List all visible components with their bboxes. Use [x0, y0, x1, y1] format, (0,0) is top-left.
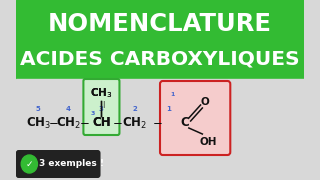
Text: CH: CH — [92, 116, 111, 129]
Text: C: C — [180, 116, 189, 129]
Text: ACIDES CARBOXYLIQUES: ACIDES CARBOXYLIQUES — [20, 50, 300, 69]
Text: CH$_2$: CH$_2$ — [56, 115, 81, 130]
Circle shape — [21, 155, 37, 173]
Text: −: − — [113, 116, 123, 129]
Text: −: − — [152, 116, 162, 129]
Text: 1: 1 — [167, 106, 172, 112]
Text: 4: 4 — [66, 106, 71, 112]
Text: O: O — [201, 97, 209, 107]
Bar — [16, 79, 304, 180]
Text: CH$_3$: CH$_3$ — [26, 115, 51, 130]
Text: 3 exemples !: 3 exemples ! — [39, 159, 104, 168]
Text: CH$_3$: CH$_3$ — [90, 86, 113, 100]
FancyBboxPatch shape — [84, 79, 119, 135]
Text: CH$_2$: CH$_2$ — [122, 115, 147, 130]
Bar — [16, 0, 304, 79]
Text: OH: OH — [200, 137, 217, 147]
Text: |: | — [102, 100, 104, 107]
Text: CH: CH — [92, 116, 111, 129]
Text: ✓: ✓ — [26, 159, 33, 168]
Text: NOMENCLATURE: NOMENCLATURE — [48, 12, 272, 36]
Text: 5: 5 — [36, 106, 41, 112]
Text: −: − — [80, 116, 90, 129]
FancyBboxPatch shape — [160, 81, 230, 155]
FancyBboxPatch shape — [16, 150, 100, 178]
Text: 3: 3 — [99, 106, 104, 112]
Text: 3: 3 — [90, 111, 95, 116]
Text: −: − — [48, 116, 58, 129]
Text: 1: 1 — [171, 91, 175, 96]
Text: 2: 2 — [132, 106, 137, 112]
Text: CH$_3$: CH$_3$ — [90, 86, 113, 100]
